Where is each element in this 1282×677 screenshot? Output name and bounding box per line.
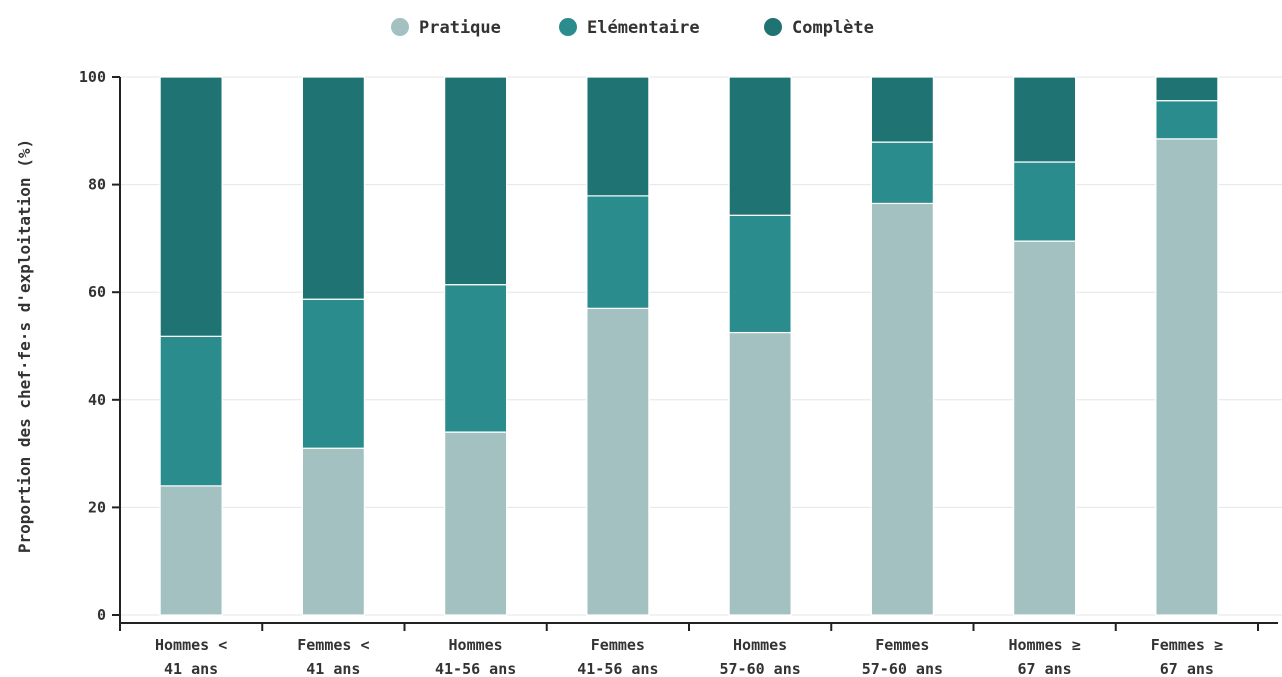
bar-pratique-1 [301,447,365,616]
legend-swatch-pratique [391,18,409,36]
bars [159,76,1219,616]
legend: Pratique Elémentaire Complète [391,18,874,38]
y-tick-label-5: 100 [79,68,106,86]
y-tick-label-2: 40 [88,391,106,409]
x-tick-label-4-1: 57-60 ans [719,660,800,677]
bar-elémentaire-7 [1155,100,1219,140]
bar-complète-7 [1155,76,1219,102]
bar-pratique-6 [1013,240,1077,616]
bar-elémentaire-3 [586,195,650,309]
bar-complète-3 [586,76,650,197]
bar-pratique-3 [586,307,650,616]
y-axis-title: Proportion des chef·fe·s d'exploitation … [15,139,34,553]
bar-complète-2 [444,76,508,286]
x-tick-label-0-1: 41 ans [164,660,218,677]
x-tick-label-2-1: 41-56 ans [435,660,516,677]
legend-swatch-elémentaire [559,18,577,36]
y-axis-title-group: Proportion des chef·fe·s d'exploitation … [15,139,34,553]
bar-elémentaire-5 [870,141,934,205]
x-tick-label-5-0: Femmes [875,636,929,654]
bar-pratique-5 [870,202,934,616]
x-tick-label-0-0: Hommes < [155,636,227,654]
legend-swatch-complète [764,18,782,36]
x-tick-label-4-0: Hommes [733,636,787,654]
x-tick-label-7-0: Femmes ≥ [1151,636,1223,654]
x-tick-label-5-1: 57-60 ans [862,660,943,677]
legend-label-complète: Complète [792,18,874,38]
bar-pratique-0 [159,485,223,616]
axes: 0 20 40 60 80 100 Hommes < 41 ans Femmes < 41 ans… [79,68,1278,677]
bar-complète-6 [1013,76,1077,163]
y-tick-label-3: 60 [88,283,106,301]
y-tick-label-0: 0 [97,606,106,624]
x-tick-label-6-0: Hommes ≥ [1009,636,1081,654]
y-tick-label-1: 20 [88,498,106,516]
bar-complète-4 [728,76,792,216]
x-tick-label-3-0: Femmes [591,636,645,654]
bar-complète-1 [301,76,365,300]
bar-elémentaire-1 [301,298,365,449]
bar-elémentaire-0 [159,335,223,487]
x-tick-label-1-0: Femmes < [297,636,369,654]
x-tick-label-6-1: 67 ans [1018,660,1072,677]
bar-elémentaire-6 [1013,161,1077,242]
bar-complète-5 [870,76,934,143]
x-tick-label-1-1: 41 ans [306,660,360,677]
legend-label-pratique: Pratique [419,18,501,38]
x-tick-label-3-1: 41-56 ans [577,660,658,677]
bar-elémentaire-2 [444,284,508,433]
bar-complète-0 [159,76,223,337]
gridlines [120,76,1282,616]
bar-pratique-4 [728,331,792,616]
legend-label-elémentaire: Elémentaire [587,18,700,38]
bar-pratique-2 [444,431,508,616]
y-tick-label-4: 80 [88,176,106,194]
x-tick-label-2-0: Hommes [449,636,503,654]
x-tick-label-7-1: 67 ans [1160,660,1214,677]
bar-pratique-7 [1155,138,1219,616]
bar-elémentaire-4 [728,214,792,334]
